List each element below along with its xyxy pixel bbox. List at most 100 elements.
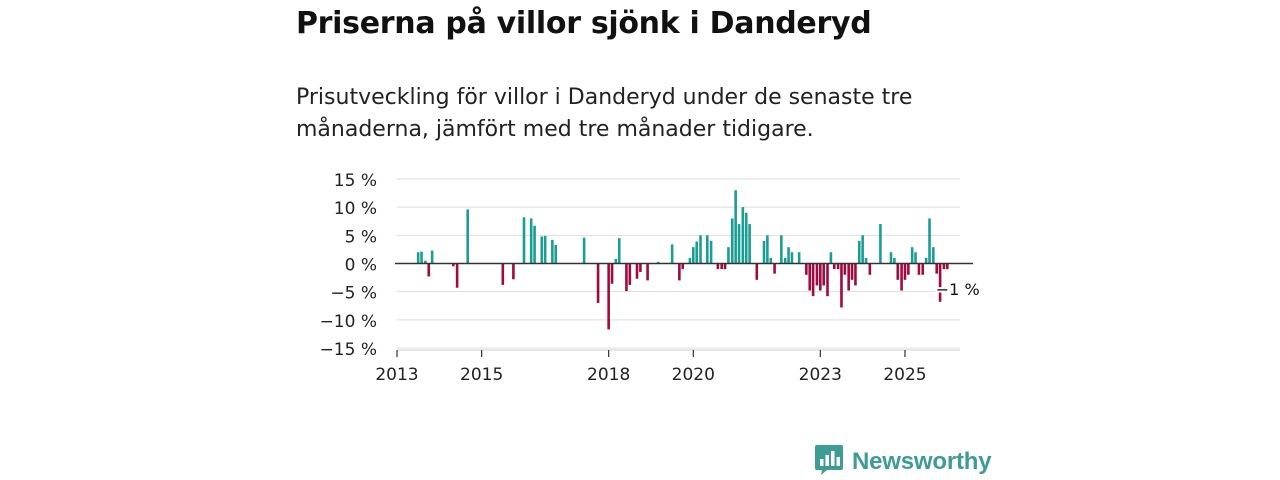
bar: [900, 263, 903, 291]
newsworthy-logo: Newsworthy: [814, 444, 992, 480]
bars: [416, 190, 949, 330]
bar: [811, 263, 815, 297]
bar: [625, 263, 628, 292]
y-tick-label: 15 %: [334, 171, 377, 191]
bar: [430, 250, 434, 264]
bar: [705, 235, 709, 264]
bar: [543, 235, 547, 264]
bar: [762, 240, 766, 264]
bar: [769, 257, 773, 264]
bar: [678, 263, 681, 281]
bar: [861, 235, 864, 264]
bar: [868, 263, 872, 275]
bar: [896, 263, 900, 280]
bar: [826, 263, 829, 297]
bar: [773, 263, 776, 274]
bar: [709, 240, 713, 264]
bar: [787, 247, 790, 264]
axes: [395, 262, 973, 357]
chart-subtitle: Prisutveckling för villor i Danderyd und…: [296, 85, 913, 142]
bar: [744, 212, 748, 264]
bar: [942, 263, 946, 270]
bar: [455, 263, 459, 288]
bar: [699, 235, 702, 264]
brand-name: Newsworthy: [852, 448, 992, 475]
bar: [420, 251, 423, 264]
bar: [596, 263, 600, 303]
bar: [879, 224, 882, 264]
bar: [829, 252, 833, 264]
bar: [582, 237, 586, 264]
bar: [452, 263, 455, 267]
labels: 15 % 10 % 5 % 0 % −5 % −10 % −15 % 2013 2015 2018…: [320, 171, 982, 385]
bar: [797, 252, 801, 264]
latest-value-annotation: −1 %: [936, 280, 980, 299]
bar: [935, 263, 939, 274]
bar: [850, 263, 854, 280]
bar: [692, 247, 695, 264]
y-tick-label: 0 %: [345, 256, 377, 276]
bar: [819, 263, 822, 291]
bar: [427, 263, 431, 277]
bar: [716, 263, 720, 270]
bar: [554, 244, 558, 264]
y-tick-label: −10 %: [320, 312, 377, 332]
bar: [416, 252, 420, 264]
x-tick-label: 2020: [672, 365, 715, 385]
bar: [836, 263, 840, 270]
bar: [639, 263, 642, 272]
bar: [924, 257, 928, 264]
bar: [533, 225, 536, 264]
x-tick-label: 2018: [587, 365, 630, 385]
bar: [843, 263, 847, 275]
bar: [540, 236, 544, 264]
bar: [466, 209, 469, 264]
bar: [903, 263, 907, 280]
bar: [864, 257, 868, 264]
y-tick-label: 5 %: [345, 227, 377, 247]
bar: [847, 263, 850, 291]
bar: [656, 261, 660, 264]
bar: [946, 263, 949, 270]
bar: [695, 241, 698, 264]
y-tick-label: 10 %: [334, 199, 377, 219]
bar: [646, 263, 649, 281]
bar: [857, 240, 861, 264]
bar: [815, 263, 819, 286]
bar: [730, 218, 734, 264]
bar: [720, 263, 723, 270]
bar: [822, 263, 825, 286]
bar: [790, 252, 794, 264]
bar: [780, 235, 783, 264]
bar: [748, 224, 751, 264]
bar: [840, 263, 843, 308]
bar: [854, 263, 857, 286]
bar: [889, 252, 893, 264]
bar: [928, 218, 931, 264]
bar-chart-speech-bubble-icon: [814, 444, 844, 480]
bar: [766, 235, 769, 264]
bar: [614, 258, 618, 264]
bar: [832, 263, 836, 270]
bar: [727, 247, 730, 264]
bar: [628, 263, 632, 285]
bar: [917, 263, 921, 275]
y-tick-label: −5 %: [330, 284, 377, 304]
bar: [688, 257, 692, 264]
bar: [607, 263, 610, 330]
bar: [910, 247, 914, 264]
bar: [734, 190, 737, 264]
bar: [670, 244, 674, 264]
gridlines: [397, 178, 960, 349]
x-tick-label: 2023: [799, 365, 842, 385]
bar: [907, 263, 910, 275]
bar: [512, 263, 515, 280]
bar: [424, 260, 427, 264]
bar: [501, 263, 505, 285]
x-tick-label: 2013: [375, 365, 418, 385]
bar: [914, 252, 917, 264]
bar: [551, 239, 554, 264]
bar: [741, 207, 745, 264]
bar: [808, 263, 812, 291]
